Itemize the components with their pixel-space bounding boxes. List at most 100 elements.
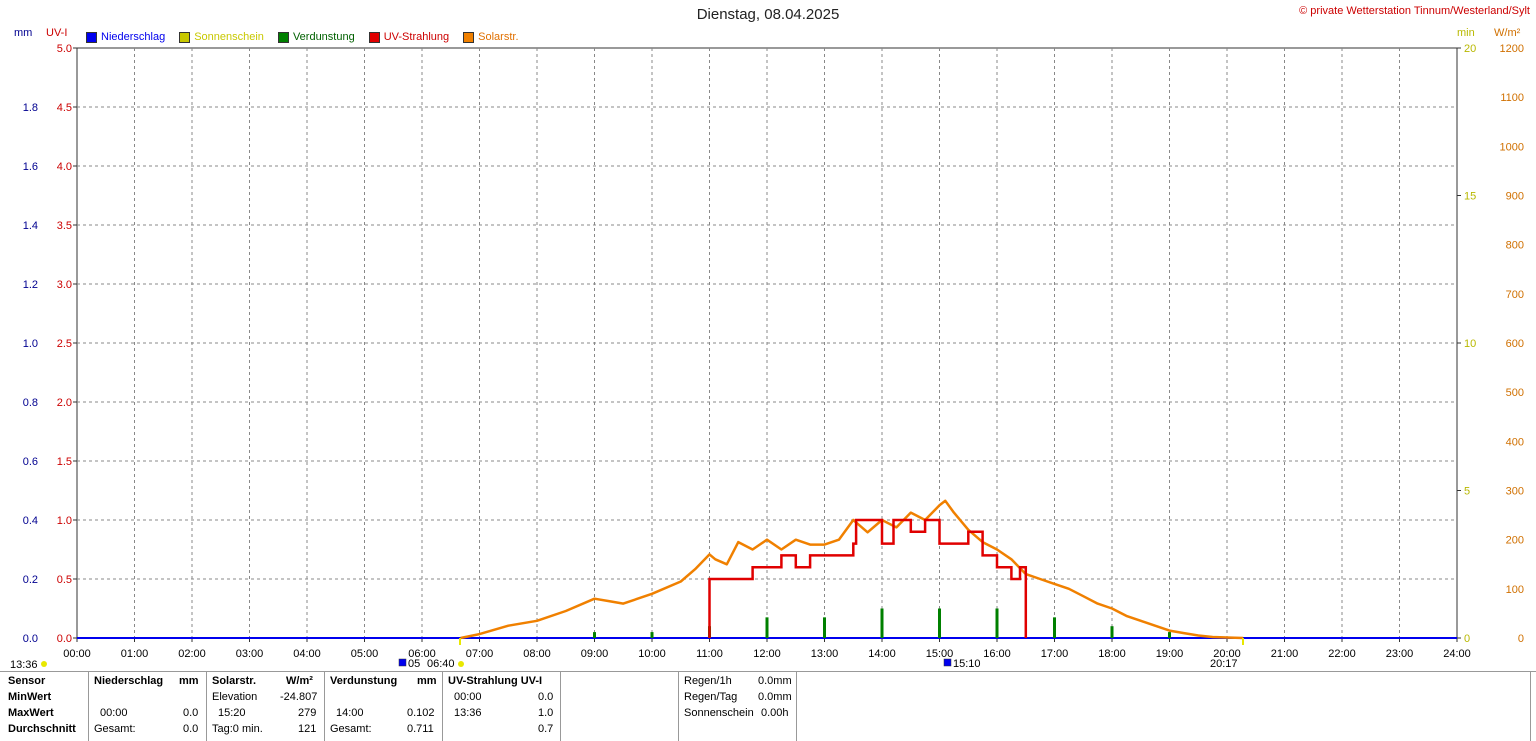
legend-swatch-sonnenschein	[179, 31, 191, 43]
y-tick-label-mm: 0.4	[23, 515, 38, 527]
x-tick-label: 19:00	[1156, 648, 1184, 660]
y-tick-label-min: 0	[1464, 633, 1470, 645]
stats-niederschlag-max-time: 00:00	[100, 707, 128, 719]
y-tick-label-wm2: 900	[1506, 191, 1524, 203]
stats-verdunstung-unit: mm	[417, 675, 437, 687]
stats-verdunstung-max-time: 14:00	[336, 707, 364, 719]
stats-uv-min-value: 0.0	[538, 691, 554, 703]
y-tick-label-min: 5	[1464, 486, 1470, 498]
stats-uv-min-time: 00:00	[454, 691, 482, 703]
stats-sep-6	[678, 671, 679, 741]
y-tick-label-min: 10	[1464, 338, 1476, 350]
y-tick-label-uv: 3.5	[57, 220, 72, 232]
marker-dot-uv-max	[41, 661, 47, 667]
x-tick-label: 13:00	[811, 648, 839, 660]
x-tick-label: 18:00	[1098, 648, 1126, 660]
x-tick-label: 23:00	[1386, 648, 1414, 660]
legend-label-verdunstung: Verdunstung	[292, 31, 355, 43]
x-tick-label: 14:00	[868, 648, 896, 660]
y-tick-label-wm2: 100	[1506, 584, 1524, 596]
x-tick-label: 06:00	[408, 648, 436, 660]
verdunstung-bar	[880, 608, 884, 638]
stats-solar-avg-label: Tag:0 min.	[212, 723, 263, 735]
y-tick-label-mm: 0.8	[23, 397, 38, 409]
y-tick-label-min: 15	[1464, 191, 1476, 203]
y-tick-label-wm2: 400	[1506, 436, 1524, 448]
stats-solar-avg-value: 121	[298, 723, 317, 735]
stats-niederschlag-sum-label: Gesamt:	[94, 723, 136, 735]
marker-dot-sunrise	[458, 661, 464, 667]
y-tick-label-mm: 0.0	[23, 633, 38, 645]
marker-label-sunrise: 06:40	[427, 658, 455, 670]
y-tick-label-min: 20	[1464, 43, 1476, 55]
x-tick-label: 09:00	[581, 648, 609, 660]
stats-niederschlag-max-value: 0.0	[183, 707, 199, 719]
y-tick-label-uv: 1.0	[57, 515, 72, 527]
unit-wm2: W/m²	[1494, 27, 1521, 39]
y-tick-label-uv: 4.0	[57, 161, 72, 173]
marker-label-sunset: 20:17	[1210, 658, 1238, 670]
verdunstung-bar	[593, 632, 596, 638]
stats-top-border	[0, 671, 1536, 672]
legend-swatch-niederschlag	[86, 31, 97, 43]
stats-sep-7	[796, 671, 797, 741]
verdunstung-bar	[1053, 617, 1056, 638]
stats-solar-min-value: -24.807	[280, 691, 318, 703]
y-tick-label-mm: 1.8	[23, 102, 38, 114]
legend-label-solar: Solarstr.	[478, 31, 519, 43]
y-tick-label-mm: 0.2	[23, 574, 38, 586]
stats-verdunstung-max-value: 0.102	[407, 707, 435, 719]
y-tick-label-wm2: 1200	[1500, 43, 1524, 55]
stats-regen1h-value: 0.0mm	[758, 675, 792, 687]
sunrise-icon	[398, 658, 407, 667]
stats-verdunstung-sum-value: 0.711	[407, 723, 434, 735]
x-tick-label: 04:00	[293, 648, 321, 660]
y-tick-label-mm: 1.0	[23, 338, 38, 350]
stats-sonne-value: 0.00h	[761, 707, 789, 719]
noon-icon	[943, 658, 952, 667]
y-tick-label-wm2: 600	[1506, 338, 1524, 350]
stats-regen1h-label: Regen/1h	[684, 675, 732, 687]
marker-label-noon: 15:10	[953, 658, 981, 670]
stats-minwert-label: MinWert	[8, 691, 52, 703]
unit-uv: UV-I	[46, 27, 68, 39]
x-tick-label: 16:00	[983, 648, 1011, 660]
y-tick-label-uv: 0.5	[57, 574, 72, 586]
x-tick-label: 17:00	[1041, 648, 1069, 660]
copyright-text: © private Wetterstation Tinnum/Westerlan…	[1299, 5, 1530, 17]
stats-sep-3	[324, 671, 325, 741]
x-tick-label: 01:00	[121, 648, 149, 660]
stats-uv-max-time: 13:36	[454, 707, 482, 719]
y-tick-label-wm2: 0	[1518, 633, 1524, 645]
x-tick-label: 10:00	[638, 648, 666, 660]
stats-solar-unit: W/m²	[286, 675, 313, 687]
legend-item-uv: UV-Strahlung	[368, 31, 449, 43]
y-tick-label-uv: 2.0	[57, 397, 72, 409]
solar-line	[460, 499, 1244, 640]
legend-swatch-uv	[368, 31, 380, 43]
verdunstung-bar	[823, 617, 826, 638]
legend-item-sonnenschein: Sonnenschein	[179, 31, 264, 43]
y-tick-label-uv: 1.5	[57, 456, 72, 468]
stats-uv-header: UV-Strahlung UV-I	[448, 675, 543, 687]
y-tick-label-wm2: 200	[1506, 535, 1524, 547]
stats-uv-avg-value: 0.7	[538, 723, 554, 735]
stats-regentag-value: 0.0mm	[758, 691, 792, 703]
y-tick-label-wm2: 500	[1506, 387, 1524, 399]
verdunstung-bar	[995, 608, 999, 638]
stats-solar-header: Solarstr.	[212, 675, 257, 687]
x-tick-label: 02:00	[178, 648, 206, 660]
verdunstung-bar	[765, 617, 769, 638]
stats-sep-1	[88, 671, 89, 741]
verdunstung-bar	[650, 632, 654, 638]
verdunstung-bar	[1110, 626, 1114, 638]
legend-item-verdunstung: Verdunstung	[277, 31, 355, 43]
x-tick-label: 15:00	[926, 648, 954, 660]
verdunstung-bar	[1168, 632, 1171, 638]
stats-durchschnitt-label: Durchschnitt	[8, 723, 76, 735]
stats-sep-5	[560, 671, 561, 741]
x-tick-label: 05:00	[351, 648, 379, 660]
legend-item-niederschlag: Niederschlag	[86, 31, 165, 43]
x-tick-label: 08:00	[523, 648, 551, 660]
x-tick-label: 21:00	[1271, 648, 1299, 660]
